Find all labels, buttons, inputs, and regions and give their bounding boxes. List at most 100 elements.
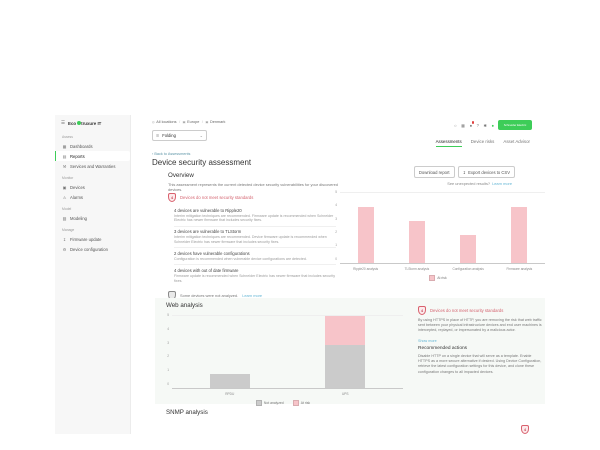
legend-swatch [292,399,299,406]
bar-cell [172,316,288,388]
location-filter-select[interactable]: ☰ Folding ⌄ [152,130,207,141]
y-tick-label: 4 [335,203,337,208]
breadcrumb-label: Europe [187,120,200,124]
y-tick-label: 0 [167,381,169,386]
bar-tlstorm-analysis[interactable] [408,221,425,263]
all-locations-icon: ◎ [152,120,155,124]
web-risk-badge[interactable]: 4 Devices do not meet security standards [418,306,503,315]
finding-description: Configuration is recommended when vulner… [174,256,307,261]
legend-swatch [255,399,262,406]
bar-firmware-analysis[interactable] [511,207,528,263]
help-icon[interactable]: ? [476,122,479,128]
status-online-icon[interactable]: ● [491,122,494,128]
apps-grid-icon[interactable]: ▦ [461,122,466,128]
chart-legend: At risk [331,274,545,281]
recommended-actions-heading: Recommended actions [418,346,468,351]
show-more-link[interactable]: Show more [418,339,437,343]
overview-heading: Overview [168,172,194,179]
x-tick-label: Firmware analysis [506,266,533,271]
notifications-bell-icon[interactable]: ● [469,121,475,128]
settings-icon[interactable]: ✱ [483,122,487,128]
y-tick-label: 1 [335,243,337,248]
sidebar-item-alarms[interactable]: ⚠ Alarms [55,192,130,202]
y-tick-label: 0 [335,256,337,261]
finding-item[interactable]: 4 devices with out of date firmware Firmw… [174,265,336,286]
finding-item[interactable]: 2 devices have vulnerable configurations… [174,248,336,266]
unexpected-results-note: See unexpected results? Learn more [447,181,512,186]
sidebar-item-label: Alarms [70,194,84,200]
bar-cell [288,316,404,388]
sidebar-section-label: Manage [62,228,75,232]
snmp-risk-badge[interactable]: 4 [521,425,529,434]
risk-shield-icon: 4 [418,306,426,315]
bar-segment-at-risk [325,316,366,345]
breadcrumb-label: Denmark [209,120,226,124]
sidebar-item-label: Services and Warranties [70,163,116,169]
finding-description: Interim mitigation techniques are recomm… [174,213,334,223]
tab-device-risks[interactable]: Device risks [470,139,495,144]
download-report-button[interactable]: Download report [413,166,455,178]
europe-icon: ▣ [182,120,186,124]
bar-configuration-analysis[interactable] [460,235,477,263]
app-window: ☰ Eco truxure IT Assess ▦ Dashboards ▤ Report… [55,115,545,434]
bar-segment-at-risk [511,207,528,263]
bar-ups[interactable] [325,316,366,388]
header-icon-group: ○ ▦ ●? ✱ ● [454,121,494,128]
hamburger-menu-icon[interactable]: ☰ [61,120,66,125]
overview-risk-badge[interactable]: 4 Devices do not meet security standards [168,193,253,202]
logo-green-dot-icon [76,121,81,125]
bar-segment-at-risk [460,235,477,263]
back-to-assessments-link[interactable]: ‹ Back to Assessments [152,152,191,156]
legend-item-at-risk: At risk [429,274,447,281]
tab-assessments[interactable]: Assessments [435,139,462,147]
plot-area: RPDU UPS [172,315,403,396]
legend-label: At risk [437,275,447,280]
bar-rpdu[interactable] [209,373,250,388]
not-analyzed-learn-more-link[interactable]: Learn more [242,293,263,298]
export-csv-button[interactable]: ↧ Export devices to CSV [457,166,515,178]
tab-asset-advisor[interactable]: Asset Advisor [503,139,530,144]
chart-legend: Not analyzed At risk [163,399,403,406]
bar-ripple20-analysis[interactable] [357,207,374,263]
legend-label: At risk [300,400,311,405]
y-tick-label: 3 [167,340,169,345]
not-analyzed-text: Some devices were not analyzed. [180,293,239,298]
sidebar-item-label: Dashboards [70,143,93,149]
y-axis: 5 4 3 2 1 0 [331,190,337,262]
bar-segment-not-analyzed [325,344,366,388]
web-risk-badge-label[interactable]: Devices do not meet security standards [430,308,504,313]
search-icon[interactable]: ○ [454,122,457,128]
y-tick-label: 2 [167,354,169,359]
breadcrumb-item-all-locations[interactable]: ◎ All locations [152,120,177,124]
dashboards-icon: ▦ [62,143,67,149]
schneider-electric-logo[interactable]: Schneider Electric [498,120,532,130]
overview-description: This assessment represents the current d… [168,182,338,193]
risk-badge-label[interactable]: Devices do not meet security standards [180,195,254,200]
sidebar-item-devices[interactable]: ▣ Devices [55,182,130,192]
page-title: Device security assessment [152,158,252,167]
x-axis-labels: Ripple20 analysis TLStorm analysis Configu… [340,264,545,271]
chart-body: 5 4 3 2 1 0 RPDU UPS [163,313,403,396]
breadcrumb-item-europe[interactable]: ▣ Europe [183,120,200,124]
x-tick-label: TLStorm analysis [404,266,430,271]
finding-description: Firmware update is recommended when Schn… [174,273,335,283]
sidebar-item-modeling[interactable]: ▧ Modeling [55,213,130,223]
overview-risk-chart: 5 4 3 2 1 0 Ripple20 analysis TLStorm analysis C… [331,190,545,281]
unexpected-learn-more-link[interactable]: Learn more [492,181,512,186]
sidebar-item-dashboards[interactable]: ▦ Dashboards [55,141,130,151]
legend-swatch [429,274,436,281]
sidebar-section-label: Monitor [62,176,74,180]
sidebar-item-services-and-warranties[interactable]: ⚒ Services and Warranties [55,161,130,171]
notification-badge [471,121,475,124]
finding-item[interactable]: 4 devices are vulnerable to Ripple20 Inte… [174,205,336,227]
breadcrumb-item-denmark[interactable]: ▣ Denmark [205,120,225,124]
sidebar-item-reports[interactable]: ▤ Reports [55,151,130,161]
chart-body: 5 4 3 2 1 0 Ripple20 analysis TLStorm analysis C… [331,190,545,271]
sidebar-item-firmware-update[interactable]: ↧ Firmware update [55,234,130,244]
x-tick-label: Ripple20 analysis [353,266,379,271]
y-tick-label: 5 [167,313,169,317]
reports-icon: ▤ [62,153,67,159]
ecostruxure-logo[interactable]: ☰ Eco truxure IT [55,115,130,130]
finding-item[interactable]: 3 devices are vulnerable to TLStorm Inter… [174,227,336,249]
sidebar-item-device-configuration[interactable]: ⚙ Device configuration [55,244,130,254]
